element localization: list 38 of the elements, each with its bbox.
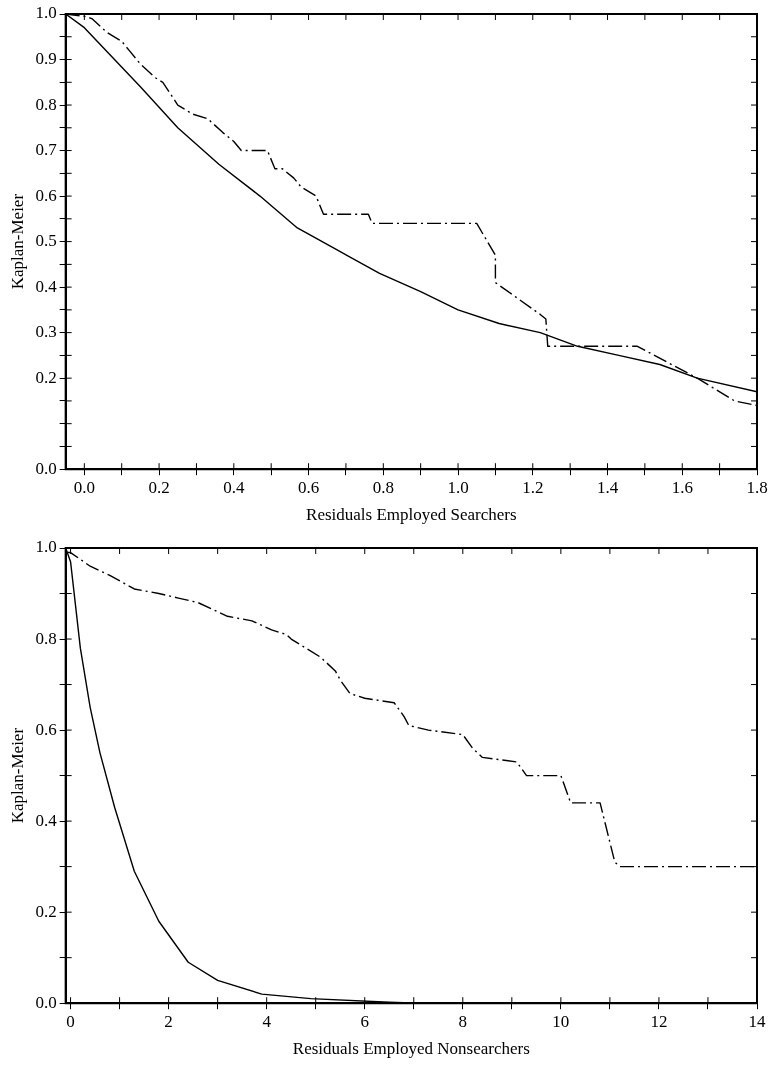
y-tick-label: 0.2 xyxy=(35,367,57,387)
x-tick-label: 1.8 xyxy=(746,477,768,497)
x-tick-label: 8 xyxy=(458,1011,468,1031)
x-tick-label: 4 xyxy=(262,1011,272,1031)
x-axis-title: Residuals Employed Nonsearchers xyxy=(292,1039,530,1059)
y-tick-label: 0.0 xyxy=(35,992,57,1012)
x-tick-label: 1.2 xyxy=(522,477,544,497)
y-axis-title: Kaplan-Meier xyxy=(7,193,27,290)
y-tick-label: 0.5 xyxy=(35,231,57,251)
x-tick-label: 0.0 xyxy=(73,477,95,497)
x-tick-label: 0 xyxy=(66,1011,75,1031)
y-tick-label: 0.6 xyxy=(35,719,57,739)
y-tick-label: 0.6 xyxy=(35,185,57,205)
x-tick-label: 6 xyxy=(360,1011,369,1031)
x-tick-label: 2 xyxy=(164,1011,173,1031)
y-tick-label: 0.0 xyxy=(35,458,57,478)
y-tick-label: 0.8 xyxy=(35,628,57,648)
y-tick-label: 0.3 xyxy=(35,322,57,342)
y-tick-label: 0.4 xyxy=(35,810,58,830)
y-tick-label: 0.9 xyxy=(35,48,57,68)
x-tick-label: 0.2 xyxy=(148,477,170,497)
y-tick-label: 1.0 xyxy=(35,3,57,23)
x-axis-title: Residuals Employed Searchers xyxy=(306,505,517,525)
y-tick-label: 0.8 xyxy=(35,94,57,114)
x-tick-label: 10 xyxy=(552,1011,570,1031)
x-tick-label: 1.6 xyxy=(671,477,693,497)
x-tick-label: 1.4 xyxy=(596,477,619,497)
y-tick-label: 0.2 xyxy=(35,901,57,921)
y-axis-title: Kaplan-Meier xyxy=(7,727,27,824)
x-tick-label: 0.8 xyxy=(372,477,394,497)
y-tick-label: 1.0 xyxy=(35,537,57,557)
x-tick-label: 12 xyxy=(650,1011,668,1031)
y-tick-label: 0.4 xyxy=(35,276,58,296)
x-tick-label: 0.4 xyxy=(223,477,245,497)
y-tick-label: 0.7 xyxy=(35,140,58,160)
x-tick-label: 14 xyxy=(748,1011,766,1031)
x-tick-label: 0.6 xyxy=(297,477,320,497)
x-tick-label: 1.0 xyxy=(447,477,469,497)
